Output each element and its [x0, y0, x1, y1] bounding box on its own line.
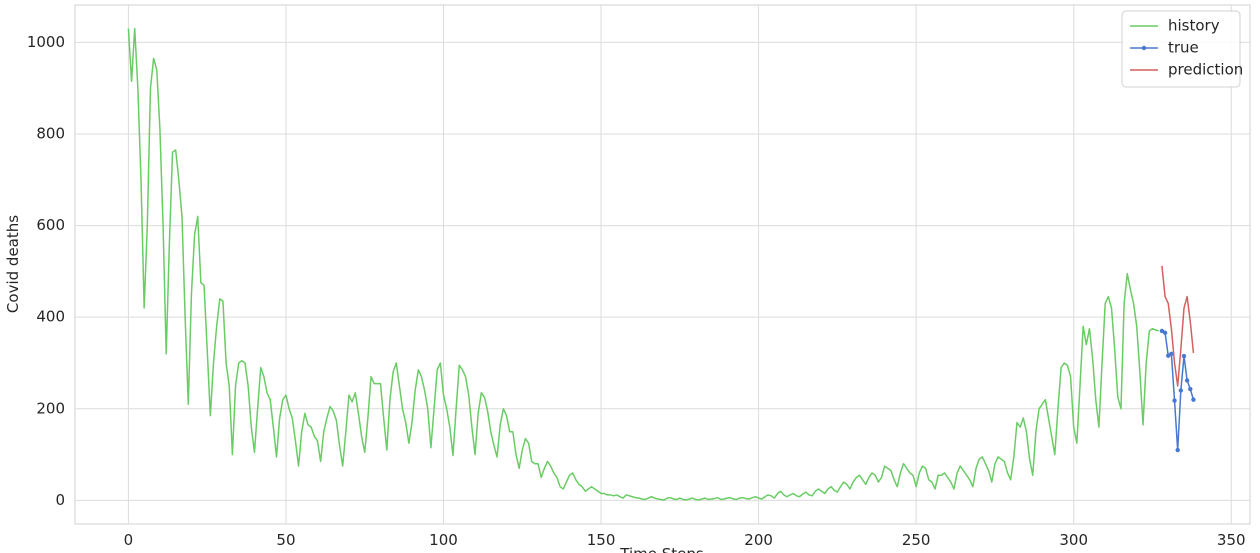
- x-tick-label: 300: [1059, 531, 1088, 549]
- point-marker: [1191, 397, 1196, 402]
- legend-marker: [1141, 45, 1147, 51]
- y-tick-label: 600: [36, 216, 65, 234]
- x-tick-label: 150: [587, 531, 616, 549]
- series-line: [1161, 265, 1195, 387]
- point-marker: [1178, 388, 1184, 393]
- legend-box: [1121, 10, 1241, 88]
- legend-label: true: [1168, 39, 1199, 57]
- x-tick-label: 0: [124, 531, 134, 549]
- point-marker: [1169, 351, 1174, 357]
- point-marker: [1162, 330, 1168, 335]
- y-tick-label: 200: [36, 399, 65, 417]
- y-tick-label: 1000: [27, 33, 65, 51]
- y-tick-label: 400: [36, 308, 65, 326]
- x-tick-label: 350: [1217, 531, 1246, 549]
- legend: history true prediction: [1121, 10, 1243, 88]
- x-tick-label: 50: [276, 531, 295, 549]
- point-marker: [1181, 353, 1187, 359]
- legend-label: prediction: [1168, 61, 1243, 79]
- point-marker: [1184, 378, 1190, 383]
- point-marker: [1188, 386, 1193, 392]
- y-tick-label: 0: [55, 491, 65, 509]
- plot-area: [74, 4, 1251, 525]
- y-tick-label: 800: [36, 124, 65, 142]
- x-tick-label: 200: [744, 531, 773, 549]
- point-marker: [1172, 398, 1177, 403]
- series-line: [127, 27, 1159, 501]
- x-tick-label: 100: [429, 531, 458, 549]
- x-tick-label: 250: [902, 531, 931, 549]
- x-axis-label: Time Steps: [619, 545, 704, 553]
- legend-label: history: [1168, 17, 1220, 35]
- y-axis-label: Covid deaths: [4, 215, 22, 313]
- point-marker: [1175, 447, 1180, 453]
